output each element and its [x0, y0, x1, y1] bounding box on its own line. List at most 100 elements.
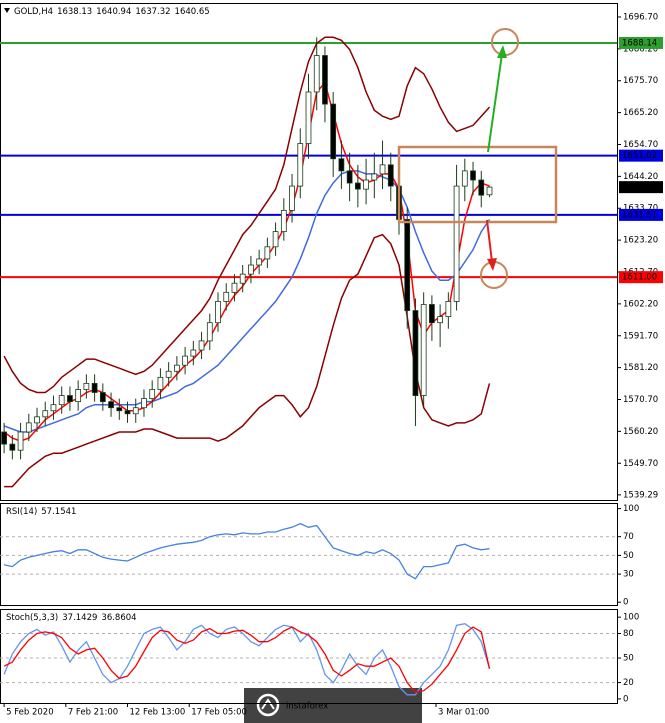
last-high: 1640.94	[96, 7, 131, 17]
candle-body	[322, 55, 328, 105]
level-label-box	[619, 149, 663, 162]
candle-body	[412, 310, 419, 396]
watermark-bg	[244, 688, 422, 723]
candle-body	[67, 395, 73, 403]
last-price-box	[619, 181, 663, 194]
y-tick-label: 20	[623, 678, 634, 688]
indicator-line	[3, 522, 490, 580]
candle-body	[124, 410, 131, 415]
panel-frame	[0, 609, 618, 704]
chart-title: GOLD,H4	[14, 7, 53, 17]
indicator-line	[4, 233, 491, 488]
candle-body	[338, 158, 345, 172]
candle-body	[25, 422, 32, 433]
candle-body	[9, 443, 16, 451]
y-tick-label: 1623.20	[623, 236, 658, 246]
down-arrowhead	[487, 258, 497, 271]
candle-body	[420, 304, 427, 396]
y-tick-label: 1665.20	[623, 108, 658, 118]
candle-body	[206, 322, 213, 342]
panel-header: GOLD,H4 1638.13 1640.94 1637.32 1640.65	[14, 7, 210, 17]
candle-body	[453, 185, 460, 302]
x-tick-label: 17 Feb 05:00	[191, 708, 247, 718]
candle-body	[149, 389, 156, 399]
candle-body	[198, 340, 205, 351]
level-label: 1611.00	[622, 273, 657, 283]
last-price-label: 1640.65	[622, 183, 657, 193]
y-tick-label: 1549.70	[623, 459, 658, 469]
indicator-line	[3, 36, 491, 394]
y-tick-label: 80	[623, 629, 634, 639]
level-label: 1631.51	[622, 210, 657, 220]
y-tick-label: 1602.20	[623, 299, 658, 309]
x-tick-label: 7 Feb 21:00	[68, 708, 118, 718]
x-tick-label: 12 Feb 13:00	[130, 708, 186, 718]
down-arrow	[486, 219, 493, 263]
candle-body	[157, 376, 164, 390]
candle-body	[42, 410, 49, 418]
y-tick-label: 70	[623, 532, 634, 542]
candle-body	[1, 431, 7, 445]
candle-body	[215, 301, 221, 324]
candle-body	[272, 231, 279, 248]
candle-body	[50, 404, 57, 412]
y-tick-label: 100	[623, 504, 639, 514]
y-tick-label: 1696.70	[623, 12, 658, 22]
candle-body	[132, 407, 139, 415]
y-tick-label: 1539.29	[623, 490, 658, 500]
range-box	[397, 145, 558, 224]
indicator-line	[3, 170, 491, 433]
annotations	[397, 28, 558, 289]
candle-body	[91, 383, 98, 393]
candle-body	[461, 170, 468, 187]
x-tick-label: 3 Mar 01:00	[438, 708, 489, 718]
y-tick-label: 1581.20	[623, 363, 658, 373]
candle-body	[58, 395, 65, 406]
candle-body	[470, 170, 476, 181]
candle-body	[256, 258, 263, 266]
candle-body	[305, 91, 312, 144]
y-tick-label: 100	[623, 613, 639, 623]
candle-body	[404, 219, 411, 311]
level-label-box	[619, 271, 663, 284]
panel-header: RSI(14) 57.1541	[6, 507, 76, 517]
last-low: 1637.32	[135, 7, 170, 17]
candle-body	[248, 264, 254, 275]
candle-body	[83, 383, 90, 390]
y-tick-label: 50	[623, 654, 634, 664]
indicator-line	[3, 623, 491, 696]
candle-body	[141, 398, 147, 409]
candle-body	[346, 170, 353, 184]
level-label: 1688.14	[622, 38, 657, 48]
y-tick-label: 1591.70	[623, 331, 658, 341]
candle-body	[223, 291, 230, 302]
indicator-line	[3, 626, 491, 694]
panel-frame	[0, 3, 618, 501]
indicator-value: 57.1541	[41, 507, 76, 517]
candle-body	[231, 282, 238, 293]
candle-body	[165, 370, 172, 378]
candle-body	[182, 355, 188, 366]
candle-body	[379, 164, 386, 175]
candle-body	[289, 185, 295, 211]
watermark: instaforex	[286, 702, 328, 712]
indicator-title: Stoch(5,3,3)	[6, 613, 58, 623]
y-tick-label: 1675.70	[623, 76, 658, 86]
y-tick-label: 1633.70	[623, 204, 658, 214]
candle-body	[363, 179, 369, 190]
x-tick-label: 5 Feb 2020	[6, 708, 54, 718]
candle-body	[437, 316, 443, 324]
up-arrow	[487, 53, 503, 153]
indicator-value: 37.1429	[62, 613, 97, 623]
indicator-value: 36.8604	[101, 613, 136, 623]
y-tick-label: 0	[623, 598, 628, 608]
up-arrowhead	[497, 45, 507, 58]
y-tick-label: 1570.70	[623, 395, 658, 405]
candle-body	[297, 143, 304, 187]
candle-body	[99, 392, 106, 403]
candle-body	[486, 186, 493, 196]
last-open: 1638.13	[57, 7, 92, 17]
candle-body	[313, 55, 320, 93]
y-tick-label: 1560.20	[623, 427, 658, 437]
